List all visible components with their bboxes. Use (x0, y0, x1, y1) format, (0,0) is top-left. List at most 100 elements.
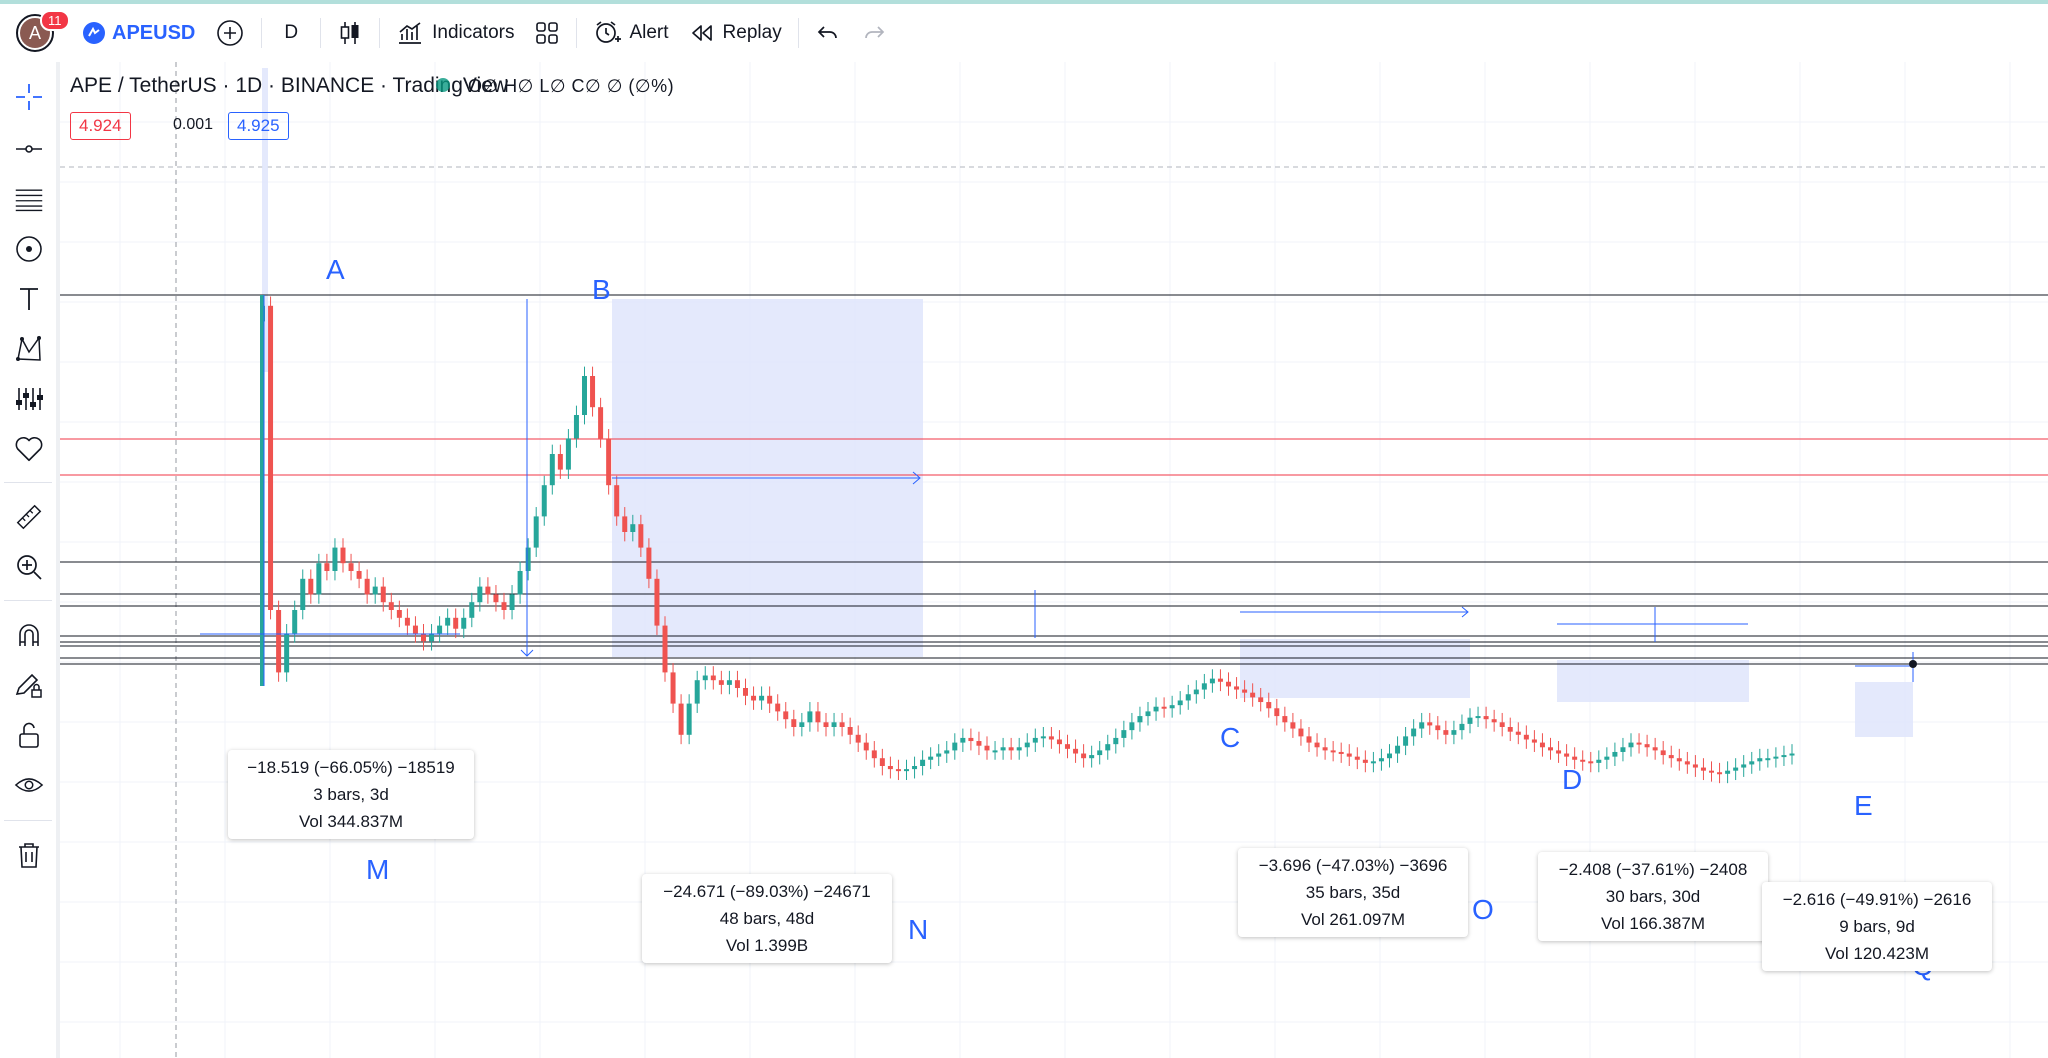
candle-body (300, 578, 306, 610)
fib-lines-icon (15, 189, 43, 212)
point-label-e[interactable]: E (1854, 790, 1873, 821)
compare-button[interactable] (205, 13, 255, 53)
undo-icon (817, 26, 837, 39)
candle-body (1137, 716, 1143, 723)
unlock-icon (19, 722, 39, 748)
toolbar-divider (4, 600, 52, 601)
candle-body (461, 617, 467, 629)
candle-body (1153, 706, 1159, 712)
point-label-o[interactable]: O (1472, 894, 1494, 925)
candle-body (1395, 745, 1401, 754)
alert-button[interactable]: Alert (583, 13, 678, 53)
fib-tool[interactable] (14, 184, 44, 214)
toolbar-divider (576, 18, 578, 48)
candle-body (1491, 719, 1497, 723)
toolbar-divider (320, 18, 322, 48)
chart-title[interactable]: APE / TetherUS · 1D · BINANCE · TradingV… (70, 74, 509, 97)
chart-type-button[interactable] (327, 13, 373, 53)
interval-button[interactable]: D (284, 22, 299, 43)
candle-body (292, 610, 298, 634)
candle-body (1121, 730, 1127, 738)
candle-body (847, 727, 853, 735)
candle-body (751, 695, 757, 701)
candle-body (1258, 697, 1264, 703)
measure-tool[interactable] (14, 502, 44, 532)
point-label-a[interactable]: A (326, 254, 345, 285)
prediction-tool[interactable] (14, 384, 44, 414)
redo-button[interactable] (851, 13, 897, 53)
magnet-tool[interactable] (14, 620, 44, 650)
icons-tool[interactable] (14, 434, 44, 464)
pattern-draw-tool[interactable] (14, 334, 44, 364)
point-label-c[interactable]: C (1220, 722, 1241, 753)
candle-body (316, 563, 322, 595)
symbol-logo-icon (83, 22, 105, 44)
candle-body (509, 594, 515, 610)
candle-body (759, 695, 765, 701)
candle-body (646, 547, 652, 579)
measure-stats-am[interactable]: −18.519 (−66.05%) −18519 3 bars, 3d Vol … (228, 750, 474, 839)
price-chart[interactable] (60, 62, 2048, 1058)
zoom-tool[interactable] (14, 552, 44, 582)
point-label-m[interactable]: M (366, 854, 390, 885)
rewind-icon (691, 25, 712, 41)
horizontal-ray-icon (16, 145, 42, 153)
zoom-in-icon (17, 555, 42, 580)
keep-drawing-tool[interactable] (14, 670, 44, 700)
avatar[interactable]: A 11 (16, 10, 70, 52)
sell-price[interactable]: 4.924 (70, 112, 131, 140)
remove-drawings-tool[interactable] (14, 840, 44, 870)
point-label-b[interactable]: B (592, 274, 611, 305)
toolbar-divider (261, 18, 263, 48)
candle-body (662, 625, 668, 673)
buy-price[interactable]: 4.925 (228, 112, 289, 140)
indicators-button[interactable]: Indicators (386, 13, 524, 53)
measure-volume: Vol 344.837M (299, 812, 403, 831)
candle-body (1451, 730, 1457, 735)
candle-body (1749, 761, 1755, 765)
candle-body (1161, 706, 1167, 709)
candle-body (1306, 736, 1312, 743)
candle-body (614, 485, 620, 517)
candle-body (445, 617, 451, 626)
candle-body (1612, 751, 1618, 757)
layouts-grid-icon (536, 22, 559, 44)
candle-body (1419, 722, 1425, 729)
lock-drawings-tool[interactable] (14, 720, 44, 750)
drawing-toolbar (0, 62, 60, 1058)
candle-body (710, 675, 716, 681)
measure-stats-d[interactable]: −2.408 (−37.61%) −2408 30 bars, 30d Vol … (1538, 852, 1768, 941)
candle-body (1459, 723, 1465, 731)
point-label-n[interactable]: N (908, 914, 929, 945)
candle-body (1097, 750, 1103, 756)
candle-body (1733, 767, 1739, 771)
symbol-name: APEUSD (112, 21, 196, 44)
measure-stats-bn[interactable]: −24.671 (−89.03%) −24671 48 bars, 48d Vo… (642, 874, 892, 963)
candle-body (1741, 764, 1747, 768)
patterns-tool[interactable] (14, 234, 44, 264)
candle-body (606, 438, 612, 486)
measure-stats-co[interactable]: −3.696 (−47.03%) −3696 35 bars, 35d Vol … (1238, 848, 1468, 937)
candle-body (340, 547, 346, 564)
pencil-lock-icon (15, 673, 42, 698)
text-tool[interactable] (14, 284, 44, 314)
hide-drawings-tool[interactable] (14, 770, 44, 800)
layouts-button[interactable] (524, 13, 570, 53)
measure-stats-eq[interactable]: −2.616 (−49.91%) −2616 9 bars, 9d Vol 12… (1762, 882, 1992, 971)
candle-body (839, 722, 845, 727)
crosshair-tool[interactable] (14, 82, 44, 112)
symbol-search-button[interactable]: APEUSD (72, 13, 205, 53)
candle-body (1773, 756, 1779, 759)
trend-line-tool[interactable] (14, 134, 44, 164)
undo-button[interactable] (805, 13, 851, 53)
candle-body (1757, 758, 1763, 762)
market-status-icon[interactable] (436, 78, 450, 92)
candle-body (1411, 728, 1417, 737)
chart-pane[interactable]: APE / TetherUS · 1D · BINANCE · TradingV… (60, 62, 2048, 1058)
candle-body (630, 524, 636, 532)
point-label-d[interactable]: D (1562, 764, 1583, 795)
candle-body (1692, 764, 1698, 768)
candle-body (1676, 758, 1682, 762)
redo-icon (864, 26, 884, 39)
replay-button[interactable]: Replay (679, 13, 792, 53)
